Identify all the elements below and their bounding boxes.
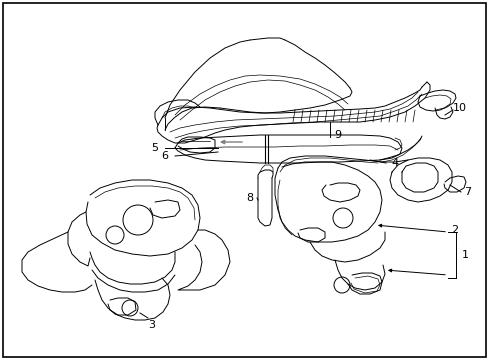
Text: 5: 5 [151, 143, 158, 153]
Text: 6: 6 [161, 151, 168, 161]
Text: 10: 10 [452, 103, 466, 113]
Text: 3: 3 [148, 320, 155, 330]
Text: 8: 8 [246, 193, 253, 203]
Text: 4: 4 [390, 158, 398, 168]
Text: 9: 9 [334, 130, 341, 140]
Text: 7: 7 [464, 187, 470, 197]
Text: 2: 2 [450, 225, 458, 235]
Text: 1: 1 [461, 250, 468, 260]
